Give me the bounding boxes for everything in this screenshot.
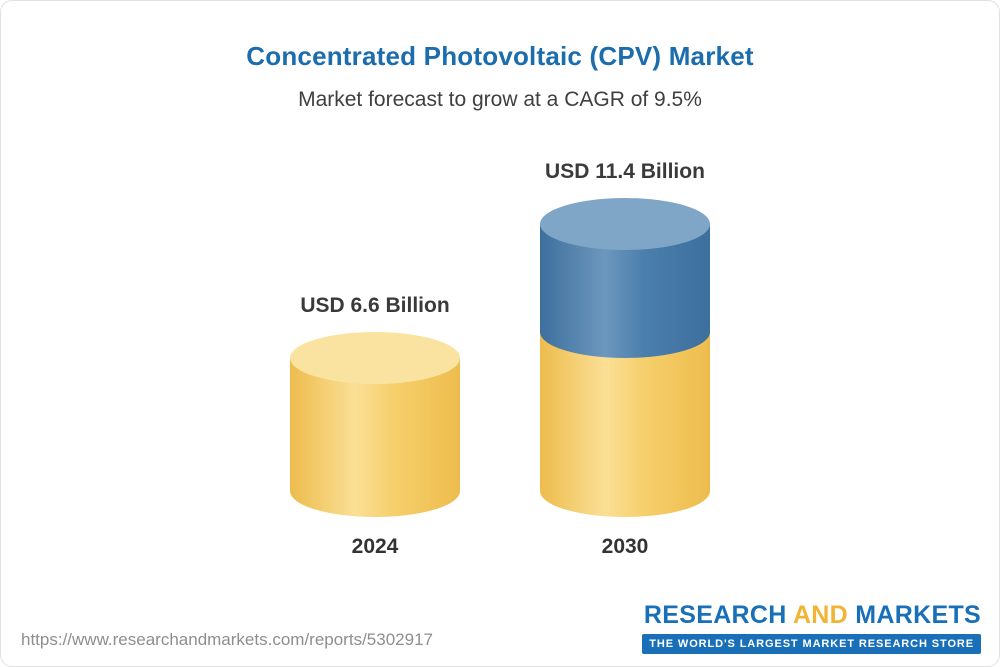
logo-wordmark: RESEARCH AND MARKETS (642, 601, 981, 630)
logo-word-markets: MARKETS (855, 601, 981, 629)
cylinder-2030-base-segment (540, 332, 710, 517)
page-title: Concentrated Photovoltaic (CPV) Market (246, 41, 754, 71)
header: Concentrated Photovoltaic (CPV) Market M… (1, 41, 999, 112)
cylinder-2030-top-cap (540, 197, 710, 250)
value-label-2024: USD 6.6 Billion (300, 294, 450, 318)
value-label-2030: USD 11.4 Billion (545, 159, 705, 183)
logo-word-and: AND (792, 601, 849, 629)
page-subtitle: Market forecast to grow at a CAGR of 9.5… (298, 88, 702, 111)
chart-column-2024: USD 6.6 Billion 2024 (290, 294, 460, 559)
cylinder-2030 (540, 197, 710, 517)
chart-column-2030: USD 11.4 Billion 2030 (540, 160, 710, 559)
category-label-2030: 2030 (601, 535, 649, 558)
cylinder-2024-top-cap (290, 332, 460, 385)
cylinder-2024 (290, 332, 460, 517)
cylinder-2024-body-segment (290, 358, 460, 517)
cylinder-bar-chart: USD 6.6 Billion 2024 USD 11.4 Billion 20… (1, 160, 999, 559)
category-label-2024: 2024 (351, 535, 399, 558)
logo-tagline: THE WORLD'S LARGEST MARKET RESEARCH STOR… (642, 634, 981, 654)
source-url[interactable]: https://www.researchandmarkets.com/repor… (21, 630, 433, 649)
logo-word-research: RESEARCH (643, 601, 787, 629)
research-and-markets-logo: RESEARCH AND MARKETS THE WORLD'S LARGEST… (642, 601, 981, 654)
